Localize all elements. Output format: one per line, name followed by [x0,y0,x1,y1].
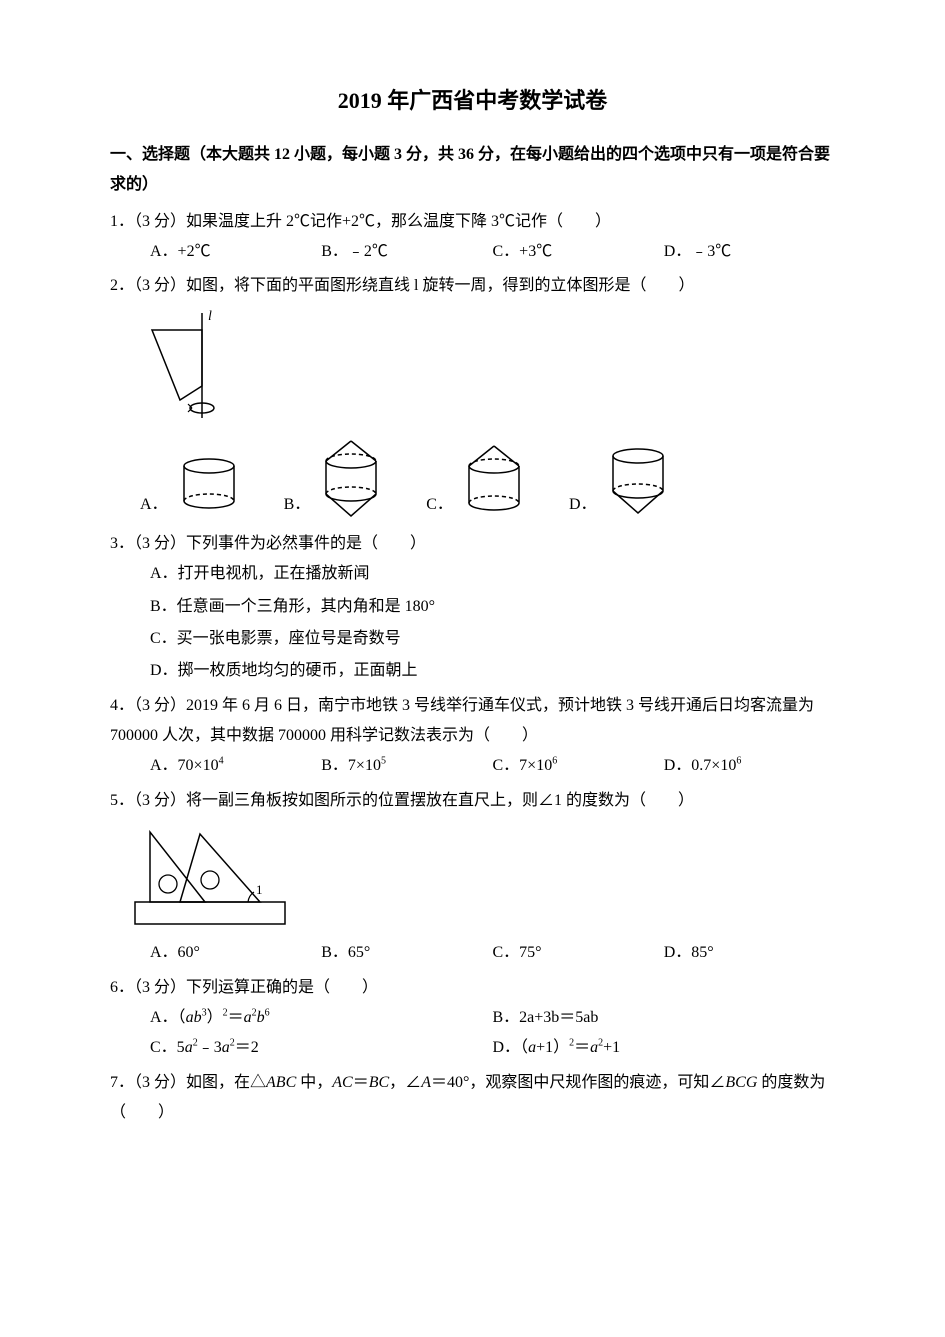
q2-opt-d-figure [603,441,673,521]
q3-opt-c: C．买一张电影票，座位号是奇数号 [150,624,835,654]
q7-stem: 7．（3 分）如图，在△ABC 中，AC＝BC，∠A＝40°，观察图中尺规作图的… [110,1068,835,1129]
q3-stem: 3．（3 分）下列事件为必然事件的是（ ） [110,529,835,559]
q4-stem: 4．（3 分）2019 年 6 月 6 日，南宁市地铁 3 号线举行通车仪式，预… [110,691,835,752]
q2-opt-b-figure [316,436,386,521]
q6-stem: 6．（3 分）下列运算正确的是（ ） [110,973,835,1003]
q1-opt-c: C．+3℃ [493,237,664,267]
q6-options-row1: A．（ab3）2＝a2b6 B．2a+3b＝5ab [110,1003,835,1033]
q2-rotation-figure: l [140,308,240,428]
q4-options: A．70×104 B．7×105 C．7×106 D．0.7×106 [110,751,835,781]
q6-opt-d: D．（a+1）2＝a2+1 [493,1033,836,1063]
q2-opt-d-label: D． [569,490,597,520]
question-7: 7．（3 分）如图，在△ABC 中，AC＝BC，∠A＝40°，观察图中尺规作图的… [110,1068,835,1129]
q5-opt-a: A．60° [150,938,321,968]
q6-opt-c: C．5a2﹣3a2＝2 [150,1033,493,1063]
q1-opt-b: B．﹣2℃ [321,237,492,267]
q5-opt-c: C．75° [493,938,664,968]
section-header: 一、选择题（本大题共 12 小题，每小题 3 分，共 36 分，在每小题给出的四… [110,140,835,201]
q4-opt-b: B．7×105 [321,751,492,781]
q6-opt-b: B．2a+3b＝5ab [493,1003,836,1033]
q5-opt-d: D．85° [664,938,835,968]
question-5: 5．（3 分）将一副三角板按如图所示的位置摆放在直尺上，则∠1 的度数为（ ） … [110,786,835,969]
q6-options-row2: C．5a2﹣3a2＝2 D．（a+1）2＝a2+1 [110,1033,835,1063]
svg-text:1: 1 [256,882,263,897]
q5-stem: 5．（3 分）将一副三角板按如图所示的位置摆放在直尺上，则∠1 的度数为（ ） [110,786,835,816]
q6-opt-a: A．（ab3）2＝a2b6 [150,1003,493,1033]
q2-opt-a-figure [174,451,244,521]
q3-opt-d: D．掷一枚质地均匀的硬币，正面朝上 [150,656,835,686]
question-4: 4．（3 分）2019 年 6 月 6 日，南宁市地铁 3 号线举行通车仪式，预… [110,691,835,782]
q3-opt-b: B．任意画一个三角形，其内角和是 180° [150,592,835,622]
q2-opt-c-figure [459,441,529,521]
svg-text:l: l [208,309,212,324]
q1-stem: 1．（3 分）如果温度上升 2℃记作+2℃，那么温度下降 3℃记作（ ） [110,207,835,237]
q2-options-row: A． B． C． [110,436,835,521]
question-3: 3．（3 分）下列事件为必然事件的是（ ） A．打开电视机，正在播放新闻 B．任… [110,529,835,687]
q4-opt-c: C．7×106 [493,751,664,781]
q1-opt-a: A．+2℃ [150,237,321,267]
q2-opt-b-label: B． [284,490,311,520]
q3-opt-a: A．打开电视机，正在播放新闻 [150,559,835,589]
q2-opt-a-label: A． [140,490,168,520]
exam-title: 2019 年广西省中考数学试卷 [110,80,835,122]
q4-opt-d: D．0.7×106 [664,751,835,781]
question-6: 6．（3 分）下列运算正确的是（ ） A．（ab3）2＝a2b6 B．2a+3b… [110,973,835,1064]
q5-figure: 1 [130,822,290,932]
q5-opt-b: B．65° [321,938,492,968]
q3-options: A．打开电视机，正在播放新闻 B．任意画一个三角形，其内角和是 180° C．买… [110,559,835,687]
q5-options: A．60° B．65° C．75° D．85° [110,938,835,968]
q1-options: A．+2℃ B．﹣2℃ C．+3℃ D．﹣3℃ [110,237,835,267]
q2-opt-c-label: C． [426,490,453,520]
q4-opt-a: A．70×104 [150,751,321,781]
question-2: 2．（3 分）如图，将下面的平面图形绕直线 l 旋转一周，得到的立体图形是（ ）… [110,271,835,520]
q2-stem: 2．（3 分）如图，将下面的平面图形绕直线 l 旋转一周，得到的立体图形是（ ） [110,271,835,301]
q1-opt-d: D．﹣3℃ [664,237,835,267]
question-1: 1．（3 分）如果温度上升 2℃记作+2℃，那么温度下降 3℃记作（ ） A．+… [110,207,835,268]
